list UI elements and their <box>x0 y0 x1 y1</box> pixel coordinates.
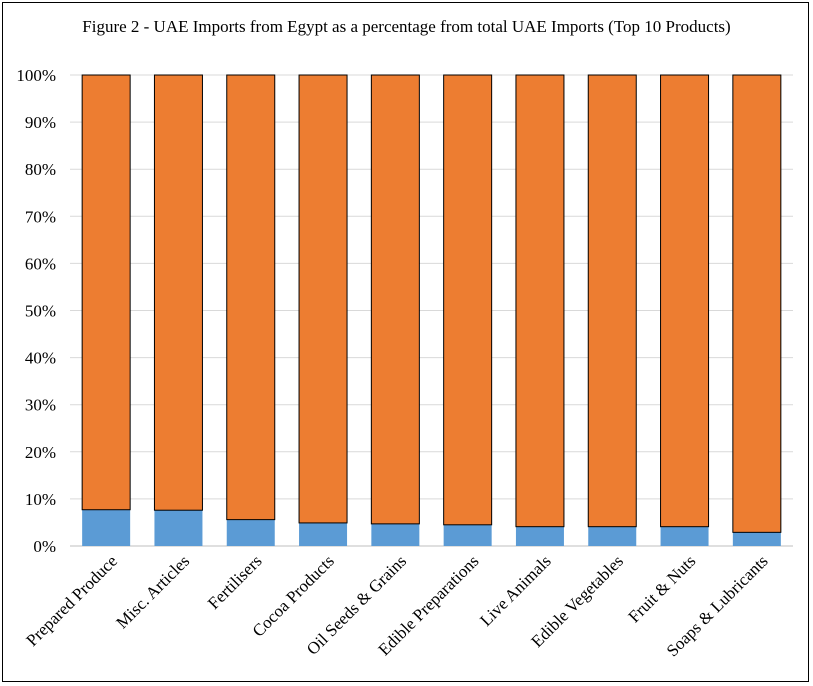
x-tick-label: Fertilisers <box>204 551 266 613</box>
y-tick-label: 30% <box>25 396 56 415</box>
bar-segment-egypt <box>443 524 492 546</box>
bar-segment-other <box>153 74 203 511</box>
x-tick-label: Fruit & Nuts <box>624 551 699 626</box>
bar-segment-egypt <box>154 510 203 546</box>
y-tick-label: 70% <box>25 207 56 226</box>
bar-segment-other <box>515 74 565 528</box>
y-tick-label: 20% <box>25 443 56 462</box>
bar-segment-egypt <box>299 522 348 546</box>
bar-segment-other <box>226 74 276 521</box>
bar-segment-egypt <box>515 526 564 546</box>
y-tick-label: 90% <box>25 113 56 132</box>
y-tick-label: 100% <box>16 66 56 85</box>
y-tick-label: 10% <box>25 490 56 509</box>
y-tick-label: 40% <box>25 349 56 368</box>
bar-segment-egypt <box>732 532 781 546</box>
bar-segment-egypt <box>82 509 131 546</box>
bar-segment-other <box>443 74 493 526</box>
bar-segment-other <box>587 74 637 528</box>
bar-segment-egypt <box>226 519 275 546</box>
x-tick-label: Prepared Produce <box>22 551 121 650</box>
y-tick-label: 60% <box>25 254 56 273</box>
bar-segment-other <box>81 74 131 511</box>
bar-segment-other <box>370 74 420 525</box>
bar-segment-other <box>660 74 710 528</box>
bar-segment-other <box>298 74 348 524</box>
bar-segment-egypt <box>371 523 420 546</box>
bar-segment-other <box>732 74 782 533</box>
y-tick-label: 0% <box>33 537 56 556</box>
x-tick-label: Live Animals <box>476 551 555 630</box>
bar-segment-egypt <box>660 526 709 546</box>
y-tick-label: 80% <box>25 160 56 179</box>
chart-title: Figure 2 - UAE Imports from Egypt as a p… <box>82 17 731 36</box>
y-tick-label: 50% <box>25 302 56 321</box>
bar-segment-egypt <box>588 526 637 546</box>
x-tick-label: Misc. Articles <box>112 551 193 632</box>
